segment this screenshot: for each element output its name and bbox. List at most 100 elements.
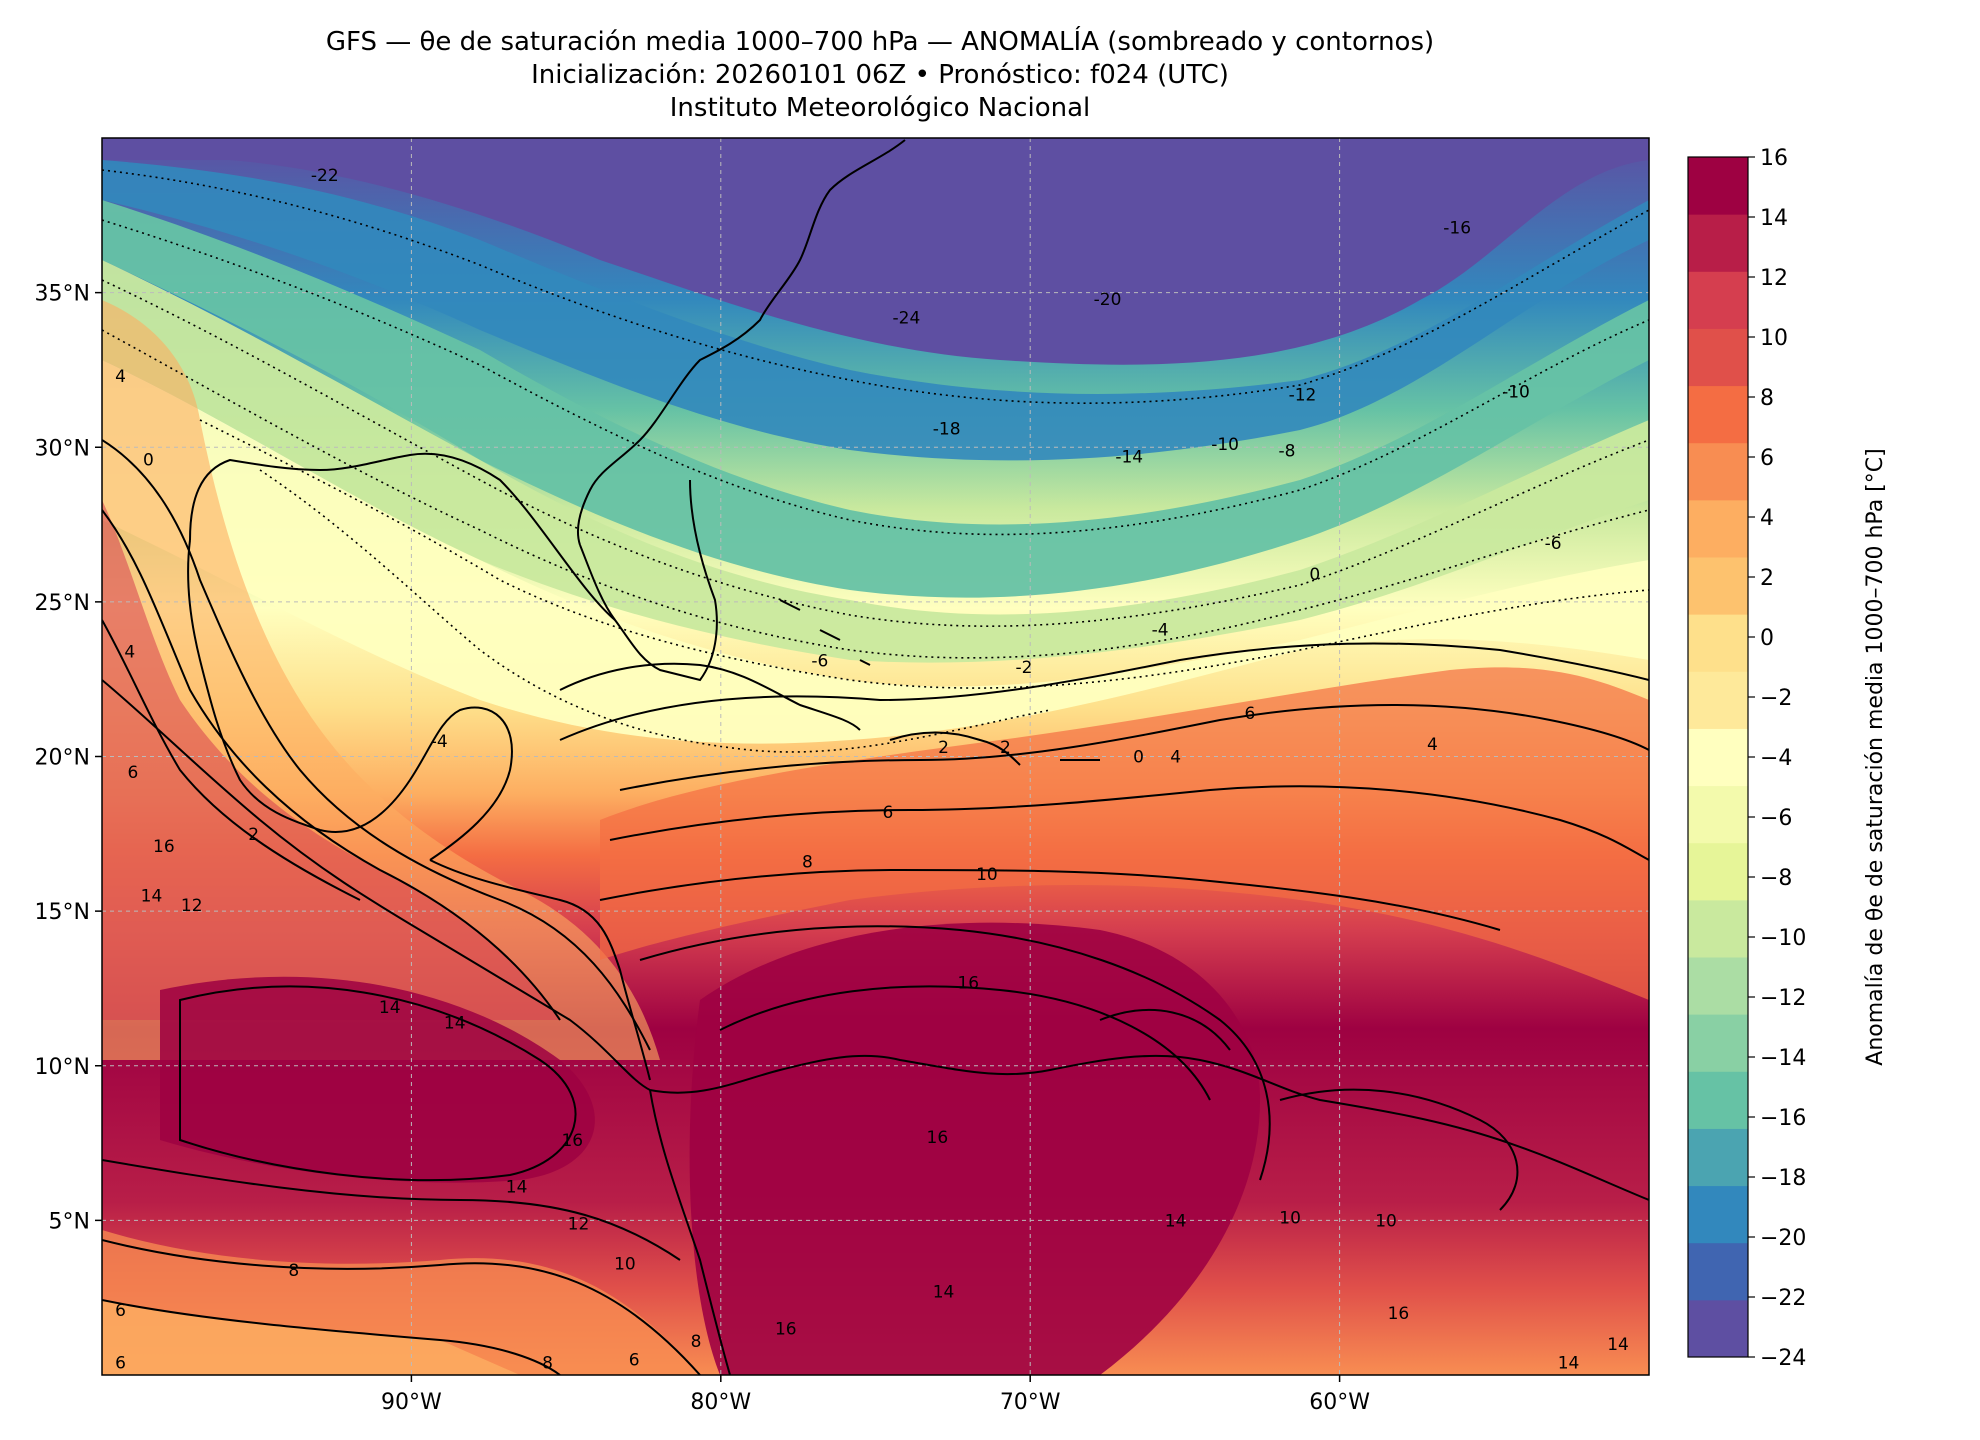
colorbar-tick-label: −22 xyxy=(1760,1286,1806,1311)
contour-label: -22 xyxy=(311,166,339,186)
y-tick-label: 30°N xyxy=(35,436,90,461)
neutral-band xyxy=(102,360,1649,744)
gridlines xyxy=(102,138,1649,1375)
contour-label: 16 xyxy=(957,973,979,993)
colorbar-swatch xyxy=(1688,385,1748,444)
colorbar-swatch xyxy=(1688,271,1748,329)
contour-label: -16 xyxy=(1443,219,1471,239)
contour-label: 4 xyxy=(115,367,126,387)
contour-label: 14 xyxy=(933,1283,955,1303)
contour-label: -12 xyxy=(1289,386,1317,406)
contour-label: -6 xyxy=(811,652,828,672)
moderate-south-pacific xyxy=(102,1300,520,1375)
y-tick-label: 20°N xyxy=(35,746,90,771)
colorbar-swatch xyxy=(1688,899,1748,958)
contour-label: 10 xyxy=(1279,1208,1301,1228)
colorbar-ticks: 16 14 12 10 8 6 4 2 0 −2 −4 −6 −8 −10 −12 −14 −16 −18 −20 −… xyxy=(1748,146,1806,1371)
colorbar-swatch xyxy=(1688,157,1748,215)
colorbar-swatch xyxy=(1688,557,1748,615)
colorbar-tick-label: −18 xyxy=(1760,1166,1806,1191)
contour-label: 16 xyxy=(927,1128,949,1148)
contour-label: 4 xyxy=(1170,748,1181,768)
colorbar-tick-label: 10 xyxy=(1760,326,1788,351)
latitude-ticks: 35°N 30°N 25°N 20°N 15°N 10°N 5°N xyxy=(35,282,102,1234)
contour-label: 2 xyxy=(1000,738,1011,758)
contour-label: -10 xyxy=(1211,435,1239,455)
colorbar-tick-label: −12 xyxy=(1760,986,1806,1011)
title-line-1: GFS — θe de saturación media 1000–700 hP… xyxy=(325,27,1435,57)
x-tick-label: 60°W xyxy=(1309,1390,1370,1415)
contour-label: 10 xyxy=(976,865,998,885)
longitude-ticks: 90°W 80°W 70°W 60°W xyxy=(381,1375,1370,1415)
colorbar-tick-label: −8 xyxy=(1760,866,1792,891)
contour-label: -4 xyxy=(431,732,448,752)
contour-label: -6 xyxy=(1545,534,1562,554)
contour-label: 2 xyxy=(938,738,949,758)
cold-band-teal xyxy=(102,200,1649,598)
title-line-3: Instituto Meteorológico Nacional xyxy=(669,93,1091,123)
colorbar-label: Anomalía de θe de saturación media 1000–… xyxy=(1863,448,1888,1065)
colorbar-tick-label: 4 xyxy=(1760,506,1774,531)
cold-band-green xyxy=(102,260,1649,663)
contour-label: 6 xyxy=(629,1351,640,1371)
contour-label: -2 xyxy=(1016,658,1033,678)
contour-label: 14 xyxy=(506,1177,528,1197)
contour-label: 14 xyxy=(1558,1354,1580,1374)
colorbar-swatch xyxy=(1688,214,1748,272)
colorbar-swatch xyxy=(1688,671,1748,729)
x-tick-label: 80°W xyxy=(690,1390,751,1415)
contour-label: 6 xyxy=(1244,704,1255,724)
colorbar-tick-label: 6 xyxy=(1760,446,1774,471)
y-tick-label: 5°N xyxy=(49,1209,90,1234)
colorbar-swatch xyxy=(1688,1014,1748,1072)
contour-label: 12 xyxy=(568,1214,590,1234)
contour-label: 14 xyxy=(379,998,401,1018)
contour-label: 8 xyxy=(691,1332,702,1352)
y-tick-label: 35°N xyxy=(35,282,90,307)
colorbar-tick-label: 2 xyxy=(1760,566,1774,591)
contour-label: 12 xyxy=(181,896,203,916)
colorbar-tick-label: −16 xyxy=(1760,1106,1806,1131)
contour-label: 8 xyxy=(288,1261,299,1281)
x-tick-label: 90°W xyxy=(381,1390,442,1415)
cold-band-blue xyxy=(102,160,1649,461)
contour-label: 0 xyxy=(1133,748,1144,768)
title-line-2: Inicialización: 20260101 06Z • Pronóstic… xyxy=(531,60,1229,90)
y-tick-label: 25°N xyxy=(35,591,90,616)
x-tick-label: 70°W xyxy=(1000,1390,1061,1415)
contour-label: 4 xyxy=(124,642,135,662)
y-tick-label: 10°N xyxy=(35,1055,90,1080)
colorbar-tick-label: −14 xyxy=(1760,1046,1806,1071)
colorbar-tick-label: −10 xyxy=(1760,926,1806,951)
contour-label: 14 xyxy=(444,1013,466,1033)
contour-label: 8 xyxy=(802,853,813,873)
contour-label: -20 xyxy=(1094,290,1122,310)
contour-label: 2 xyxy=(248,825,259,845)
colorbar-tick-label: −24 xyxy=(1760,1346,1806,1371)
contour-label: 6 xyxy=(128,763,139,783)
negative-contours xyxy=(102,169,1649,753)
colorbar-tick-label: 16 xyxy=(1760,146,1788,171)
colorbar-tick-label: 0 xyxy=(1760,626,1774,651)
colorbar-swatch xyxy=(1688,728,1748,787)
y-tick-label: 15°N xyxy=(35,900,90,925)
contour-label: -18 xyxy=(933,420,961,440)
positive-contours xyxy=(102,439,1649,1375)
colorbar-swatch xyxy=(1688,614,1748,672)
contour-label: 14 xyxy=(141,887,163,907)
contour-label: -4 xyxy=(1152,621,1169,641)
contour-label: 0 xyxy=(143,451,154,471)
contour-label: -10 xyxy=(1502,383,1530,403)
contour-label: 10 xyxy=(1375,1211,1397,1231)
colorbar xyxy=(1687,156,1749,1358)
contour-label: -24 xyxy=(893,308,921,328)
colorbar-swatch xyxy=(1688,785,1748,844)
contour-label: -8 xyxy=(1279,441,1296,461)
cold-anomaly-core xyxy=(102,138,1649,365)
map-area[interactable]: -22 -24 -20 -16 -18 -12 -10 -14 -10 -8 -6 0 -4 -6 -2 6 2… xyxy=(102,138,1649,1375)
colorbar-swatch xyxy=(1688,499,1748,558)
colorbar-swatch xyxy=(1688,442,1748,501)
colorbar-tick-label: −6 xyxy=(1760,806,1792,831)
contour-label: -14 xyxy=(1115,448,1143,468)
